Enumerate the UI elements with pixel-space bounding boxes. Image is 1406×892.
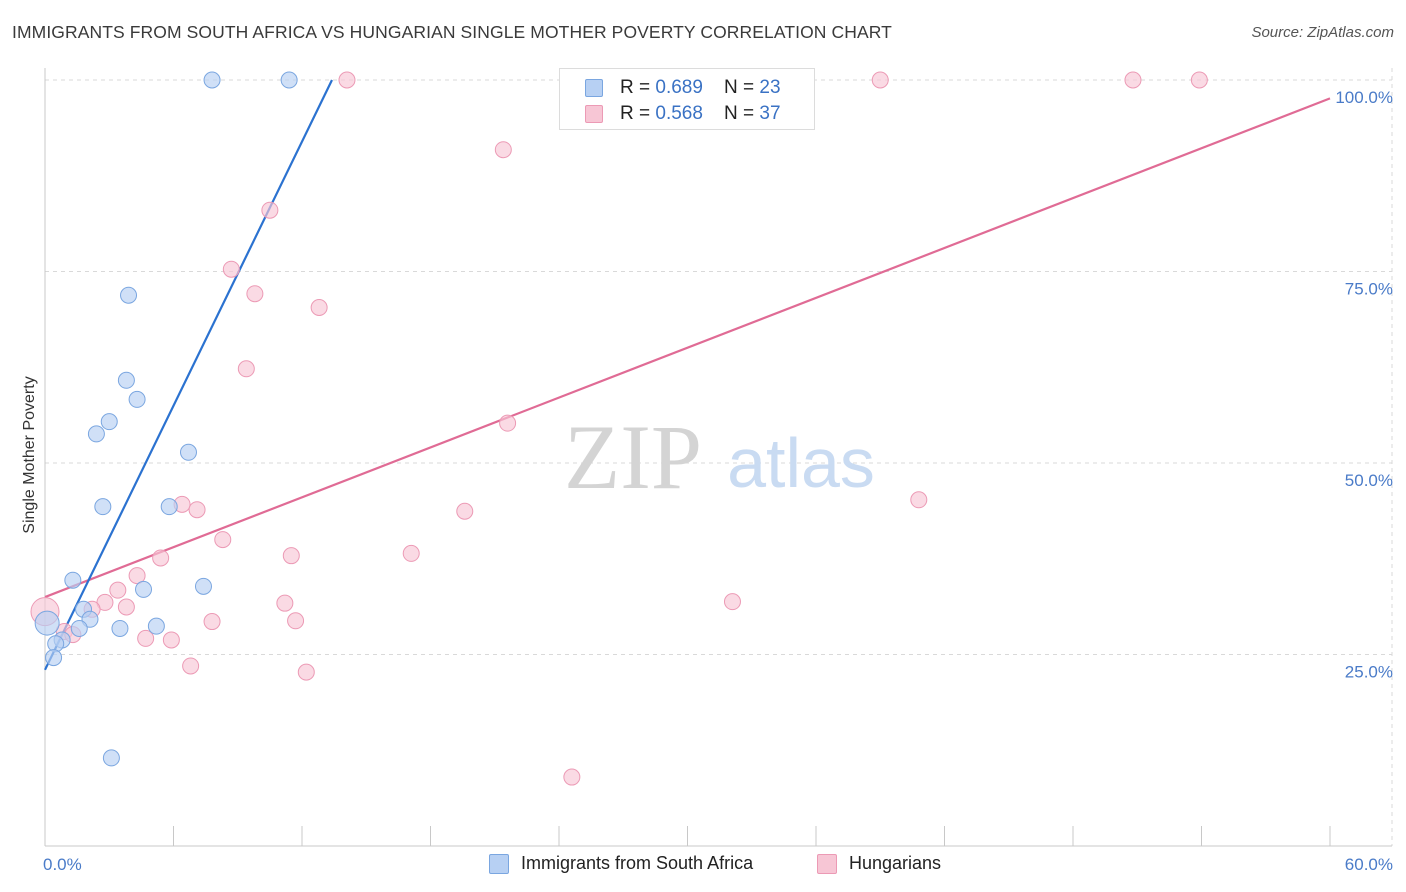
south-africa-point bbox=[70, 619, 88, 637]
legend-label-hungarians: Hungarians bbox=[849, 853, 942, 873]
south-africa-point bbox=[87, 425, 105, 443]
legend-n-value: 23 bbox=[759, 77, 781, 98]
legend-r-value: 0.568 bbox=[655, 103, 703, 124]
hungarians-point bbox=[109, 581, 127, 599]
legend-r-label: R = bbox=[620, 103, 656, 124]
hungarians-point bbox=[287, 612, 305, 630]
series-legend: Immigrants from South Africa Hungarians bbox=[0, 853, 1406, 877]
south-africa-trend-line bbox=[44, 79, 333, 671]
south-africa-point bbox=[194, 577, 212, 595]
hungarians-point bbox=[494, 141, 512, 159]
hungarians-point bbox=[338, 71, 356, 89]
south-africa-point bbox=[117, 371, 135, 389]
hungarians-point bbox=[188, 501, 206, 519]
hungarians-point bbox=[128, 567, 146, 585]
y-axis-label: Single Mother Poverty bbox=[21, 376, 38, 533]
y-tick-label: 25.0% bbox=[1345, 663, 1393, 682]
hungarians-point bbox=[152, 549, 170, 567]
watermark-zip: ZIP bbox=[564, 406, 702, 508]
correlation-legend: R = 0.689 N = 23 R = 0.568 N = 37 bbox=[559, 68, 815, 130]
south-africa-point bbox=[111, 619, 129, 637]
legend-item-south-africa[interactable]: Immigrants from South Africa bbox=[489, 853, 753, 874]
south-africa-point bbox=[45, 649, 63, 667]
south-africa-point bbox=[203, 71, 221, 89]
south-africa-point bbox=[100, 413, 118, 431]
legend-swatch-blue bbox=[585, 79, 603, 97]
hungarians-point bbox=[137, 629, 155, 647]
hungarians-point bbox=[499, 414, 517, 432]
legend-n-value: 37 bbox=[759, 103, 781, 124]
legend-r-value: 0.689 bbox=[655, 77, 703, 98]
x-tick-label: 60.0% bbox=[1345, 855, 1393, 874]
hungarians-point bbox=[402, 544, 420, 562]
hungarians-trend-line bbox=[44, 97, 1331, 599]
hungarians-point bbox=[246, 285, 264, 303]
legend-row-pink: R = 0.568 N = 37 bbox=[585, 102, 781, 126]
south-africa-point bbox=[160, 498, 178, 516]
hungarians-point bbox=[237, 360, 255, 378]
legend-swatch-south-africa bbox=[489, 853, 509, 874]
legend-swatch-pink bbox=[585, 105, 603, 123]
legend-swatch-hungarians bbox=[817, 853, 837, 874]
south-africa-point bbox=[280, 71, 298, 89]
hungarians-point bbox=[117, 598, 135, 616]
y-tick-label: 100.0% bbox=[1335, 88, 1393, 107]
south-africa-point bbox=[64, 571, 82, 589]
hungarians-point bbox=[456, 502, 474, 520]
x-tick-label: 0.0% bbox=[43, 855, 82, 874]
south-africa-points bbox=[34, 71, 298, 767]
watermark: ZIP atlas bbox=[564, 406, 875, 508]
legend-row-blue: R = 0.689 N = 23 bbox=[585, 76, 781, 100]
hungarians-point bbox=[203, 613, 221, 631]
hungarians-point bbox=[310, 299, 328, 317]
hungarians-point bbox=[563, 768, 581, 786]
south-africa-point bbox=[94, 498, 112, 516]
axes bbox=[44, 68, 1392, 847]
hungarians-point bbox=[297, 663, 315, 681]
trend-lines bbox=[44, 79, 1331, 671]
south-africa-point bbox=[135, 580, 153, 598]
hungarians-point bbox=[214, 531, 232, 549]
south-africa-point bbox=[147, 617, 165, 635]
watermark-atlas: atlas bbox=[727, 424, 875, 502]
south-africa-point bbox=[34, 610, 60, 636]
south-africa-point bbox=[102, 749, 120, 767]
tick-labels: 25.0% 50.0% 75.0% 100.0% 0.0% 60.0% bbox=[43, 88, 1393, 874]
south-africa-point bbox=[120, 286, 138, 304]
source-label: Source: ZipAtlas.com bbox=[1251, 24, 1394, 41]
hungarians-point bbox=[871, 71, 889, 89]
legend-label-south-africa: Immigrants from South Africa bbox=[521, 853, 754, 873]
legend-n-label: N = bbox=[724, 103, 760, 124]
hungarians-point bbox=[276, 594, 294, 612]
south-africa-point bbox=[128, 390, 146, 408]
legend-item-hungarians[interactable]: Hungarians bbox=[817, 853, 941, 874]
hungarians-point bbox=[1124, 71, 1142, 89]
hungarians-point bbox=[162, 631, 180, 649]
hungarians-point bbox=[723, 593, 741, 611]
chart-title: IMMIGRANTS FROM SOUTH AFRICA VS HUNGARIA… bbox=[12, 22, 892, 42]
south-africa-point bbox=[179, 443, 197, 461]
legend-n-label: N = bbox=[724, 77, 760, 98]
hungarians-point bbox=[222, 260, 240, 278]
legend-r-label: R = bbox=[620, 77, 656, 98]
gridlines bbox=[45, 68, 1393, 846]
hungarians-point bbox=[182, 657, 200, 675]
hungarians-point bbox=[1190, 71, 1208, 89]
y-tick-label: 75.0% bbox=[1345, 280, 1393, 299]
hungarians-point bbox=[282, 547, 300, 565]
hungarians-point bbox=[261, 201, 279, 219]
y-tick-label: 50.0% bbox=[1345, 471, 1393, 490]
hungarians-point bbox=[910, 491, 928, 509]
